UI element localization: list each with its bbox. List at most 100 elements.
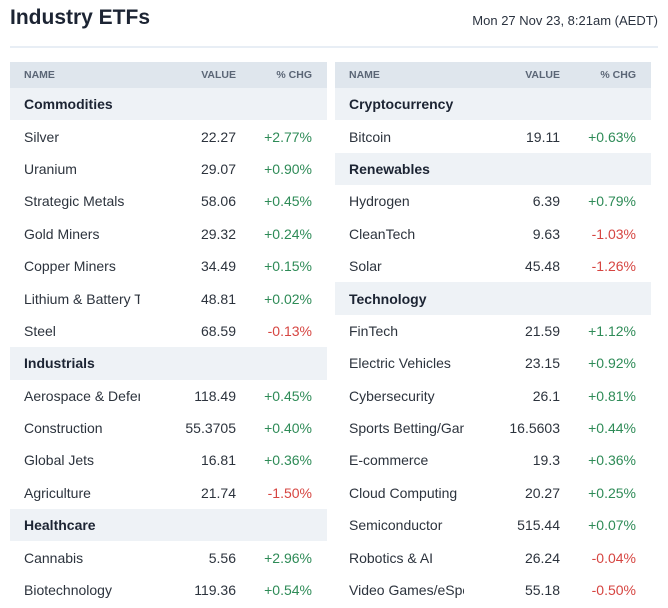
table-row[interactable]: Sports Betting/Gaming 16.5603 +0.44% xyxy=(335,412,651,444)
etf-name[interactable]: Biotechnology xyxy=(24,582,112,599)
etf-change: +0.40% xyxy=(264,420,312,437)
etf-value: 19.11 xyxy=(526,128,560,145)
etf-name[interactable]: Solar xyxy=(349,258,382,275)
table-row[interactable]: Semiconductor 515.44 +0.07% xyxy=(335,509,651,541)
table-row[interactable]: Lithium & Battery Tech 48.81 +0.02% xyxy=(10,282,327,314)
etf-name[interactable]: Uranium xyxy=(24,160,77,177)
table-row[interactable]: Copper Miners 34.49 +0.15% xyxy=(10,250,327,282)
etf-name[interactable]: E-commerce xyxy=(349,452,429,469)
etf-name[interactable]: FinTech xyxy=(349,322,399,339)
category-label: Commodities xyxy=(24,96,113,113)
etf-value: 118.49 xyxy=(194,387,236,404)
etf-change: +2.96% xyxy=(264,549,312,566)
page-title: Industry ETFs xyxy=(10,6,151,29)
table-row[interactable]: Cloud Computing 20.27 +0.25% xyxy=(335,477,651,509)
table-row[interactable]: Gold Miners 29.32 +0.24% xyxy=(10,218,327,250)
etf-name[interactable]: Aerospace & Defense xyxy=(24,387,140,404)
etf-value: 5.56 xyxy=(208,549,236,566)
category-label: Healthcare xyxy=(24,517,96,534)
etf-value: 9.63 xyxy=(532,225,560,242)
etf-value: 58.06 xyxy=(200,193,236,210)
etf-name[interactable]: Electric Vehicles xyxy=(349,355,451,372)
table-row[interactable]: Aerospace & Defense 118.49 +0.45% xyxy=(10,380,327,412)
etf-name[interactable]: Copper Miners xyxy=(24,258,116,275)
etf-value: 16.5603 xyxy=(509,420,560,437)
etf-name[interactable]: Construction xyxy=(24,420,103,437)
etf-change: +0.45% xyxy=(264,193,312,210)
table-row[interactable]: CleanTech 9.63 -1.03% xyxy=(335,218,651,250)
table-row[interactable]: Hydrogen 6.39 +0.79% xyxy=(335,185,651,217)
etf-change: +0.36% xyxy=(588,452,636,469)
etf-name[interactable]: Cannabis xyxy=(24,549,84,566)
column-header-chg[interactable]: % CHG xyxy=(600,69,636,81)
etf-name[interactable]: CleanTech xyxy=(349,225,416,242)
table-row[interactable]: Biotechnology 119.36 +0.54% xyxy=(10,574,327,606)
etf-value: 119.36 xyxy=(194,582,236,599)
etf-name[interactable]: Strategic Metals xyxy=(24,193,125,210)
etf-value: 23.15 xyxy=(524,355,560,372)
column-header-chg[interactable]: % CHG xyxy=(276,69,312,81)
table-row[interactable]: Robotics & AI 26.24 -0.04% xyxy=(335,541,651,573)
column-header-value[interactable]: VALUE xyxy=(525,69,560,81)
etf-change: +0.44% xyxy=(588,420,636,437)
etf-name[interactable]: Global Jets xyxy=(24,452,95,469)
etf-name[interactable]: Sports Betting/Gaming xyxy=(349,420,464,437)
table-row[interactable]: Cybersecurity 26.1 +0.81% xyxy=(335,380,651,412)
etf-value: 55.18 xyxy=(524,582,560,599)
etf-change: +0.45% xyxy=(264,387,312,404)
etf-change: +0.79% xyxy=(588,193,636,210)
etf-name[interactable]: Cybersecurity xyxy=(349,387,435,404)
column-header-name[interactable]: NAME xyxy=(24,69,55,81)
etf-value: 68.59 xyxy=(200,322,236,339)
table-row[interactable]: Silver 22.27 +2.77% xyxy=(10,120,327,152)
category-row: Healthcare xyxy=(10,509,327,542)
etf-change: +0.02% xyxy=(264,290,312,307)
table-row[interactable]: Video Games/eSports 55.18 -0.50% xyxy=(335,574,651,606)
table-row[interactable]: E-commerce 19.3 +0.36% xyxy=(335,444,651,476)
etf-name[interactable]: Semiconductor xyxy=(349,517,443,534)
table-row[interactable]: FinTech 21.59 +1.12% xyxy=(335,315,651,347)
etf-change: -0.04% xyxy=(591,549,636,566)
table-row[interactable]: Electric Vehicles 23.15 +0.92% xyxy=(335,347,651,379)
etf-name[interactable]: Bitcoin xyxy=(349,128,392,145)
table-row[interactable]: Agriculture 21.74 -1.50% xyxy=(10,477,327,509)
etf-change: +0.54% xyxy=(264,582,312,599)
etf-name[interactable]: Silver xyxy=(24,128,60,145)
table-body: Cryptocurrency Bitcoin 19.11 +0.63% Renewabl… xyxy=(335,88,651,606)
table-row[interactable]: Solar 45.48 -1.26% xyxy=(335,250,651,282)
table-row[interactable]: Steel 68.59 -0.13% xyxy=(10,315,327,347)
table-row[interactable]: Bitcoin 19.11 +0.63% xyxy=(335,120,651,152)
etf-value: 26.1 xyxy=(532,387,560,404)
etf-change: -1.26% xyxy=(591,258,636,275)
etf-value: 45.48 xyxy=(524,258,560,275)
column-header-value[interactable]: VALUE xyxy=(201,69,236,81)
table-row[interactable]: Cannabis 5.56 +2.96% xyxy=(10,541,327,573)
timestamp: Mon 27 Nov 23, 8:21am (AEDT) xyxy=(472,13,658,28)
etf-name[interactable]: Video Games/eSports xyxy=(349,582,464,599)
etf-value: 6.39 xyxy=(532,193,560,210)
table-row[interactable]: Strategic Metals 58.06 +0.45% xyxy=(10,185,327,217)
etf-value: 515.44 xyxy=(517,517,560,534)
etf-name[interactable]: Gold Miners xyxy=(24,225,100,242)
category-row: Renewables xyxy=(335,152,651,186)
etf-value: 19.3 xyxy=(532,452,560,469)
etf-name[interactable]: Robotics & AI xyxy=(349,549,434,566)
table-row[interactable]: Global Jets 16.81 +0.36% xyxy=(10,444,327,476)
etf-name[interactable]: Hydrogen xyxy=(349,193,410,210)
page-header: Industry ETFs Mon 27 Nov 23, 8:21am (AED… xyxy=(10,0,658,48)
etf-name[interactable]: Lithium & Battery Tech xyxy=(24,290,140,307)
table-header: NAME VALUE % CHG xyxy=(10,62,327,88)
table-row[interactable]: Uranium 29.07 +0.90% xyxy=(10,153,327,185)
category-label: Cryptocurrency xyxy=(349,96,454,113)
etf-change: -0.50% xyxy=(591,582,636,599)
table-row[interactable]: Construction 55.3705 +0.40% xyxy=(10,412,327,444)
etf-value: 16.81 xyxy=(200,452,236,469)
column-header-name[interactable]: NAME xyxy=(349,69,380,81)
etf-change: +2.77% xyxy=(264,128,312,145)
etf-change: +0.36% xyxy=(264,452,312,469)
etf-change: +0.63% xyxy=(588,128,636,145)
etf-name[interactable]: Agriculture xyxy=(24,484,91,501)
etf-name[interactable]: Steel xyxy=(24,322,56,339)
category-row: Industrials xyxy=(10,347,327,380)
etf-name[interactable]: Cloud Computing xyxy=(349,484,458,501)
